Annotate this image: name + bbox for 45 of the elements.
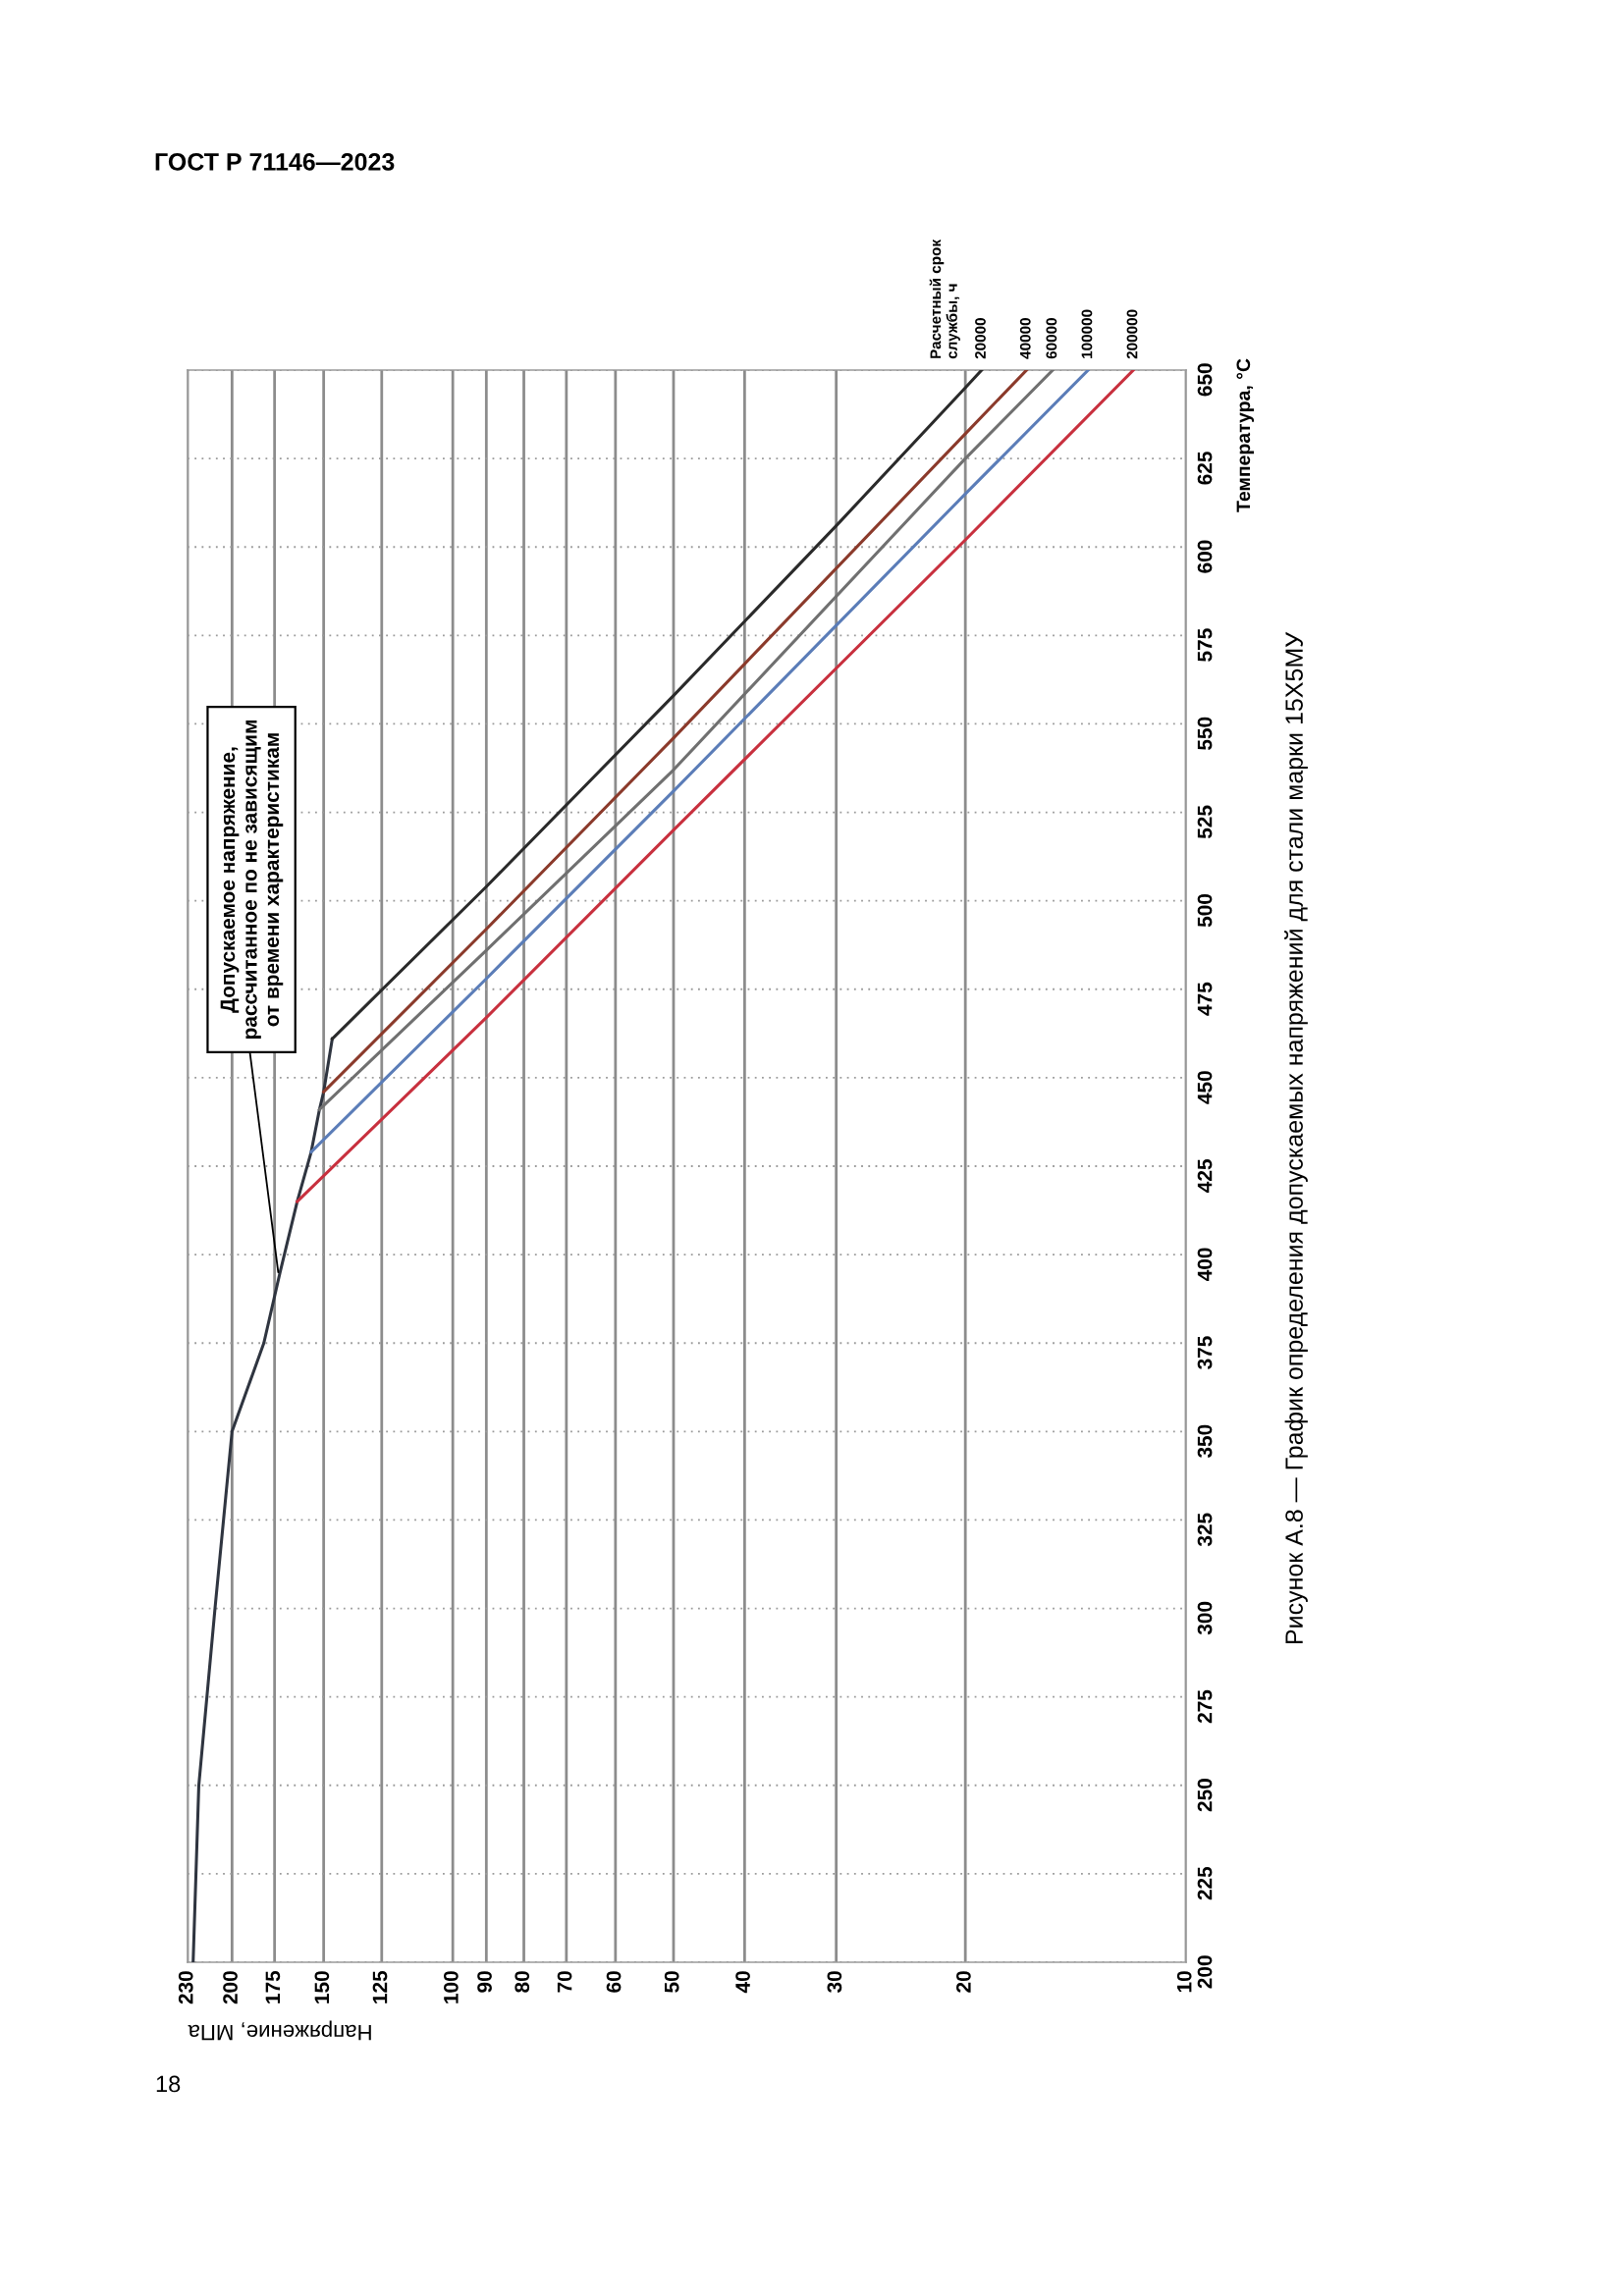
text: 60000 xyxy=(1046,318,1057,359)
y-tick-label: 600 xyxy=(1197,540,1213,573)
x-tick-label: 150 xyxy=(314,1971,330,2003)
x-tick-label: 10 xyxy=(1176,1971,1192,1993)
text: ГОСТ Р 71146—2023 xyxy=(155,153,395,171)
x-tick-label: 60 xyxy=(606,1971,622,1993)
y-tick-label: 500 xyxy=(1197,893,1213,928)
text: Рисунок А.8 — График определения допускаемых напряжений для стали марки 15Х5МУ xyxy=(1284,631,1308,1643)
y-tick-label: 450 xyxy=(1197,1071,1213,1104)
y-tick-label: 350 xyxy=(1197,1424,1213,1459)
x-tick-label: 20 xyxy=(956,1971,971,1993)
x-tick-label: 50 xyxy=(664,1971,679,1993)
y-tick-label: 275 xyxy=(1197,1689,1213,1724)
annotation: Допускаемое напряжение, рассчитанное по не зависящим от времени характеристикам xyxy=(220,721,284,1040)
y-tick-label: 250 xyxy=(1197,1779,1213,1812)
y-tick-label: 225 xyxy=(1197,1866,1213,1900)
y-tick-label: 325 xyxy=(1197,1513,1213,1547)
y-tick-label: 550 xyxy=(1197,717,1213,751)
text: 20000 xyxy=(975,318,986,359)
x-tick-label: 90 xyxy=(477,1971,492,1993)
x-tick-label: 230 xyxy=(178,1971,193,2004)
y-tick-label: 300 xyxy=(1197,1601,1213,1635)
y-axis-title: Температура, °C xyxy=(1236,358,1255,512)
text: 200000 xyxy=(1126,309,1138,359)
y-tick-label: 375 xyxy=(1197,1336,1213,1369)
x-tick-label: 200 xyxy=(223,1971,238,2004)
x-tick-label: 175 xyxy=(265,1970,281,2003)
y-tick-label: 475 xyxy=(1197,982,1213,1016)
text: 40000 xyxy=(1019,318,1031,359)
y-tick-label: 625 xyxy=(1197,452,1213,485)
x-tick-label: 100 xyxy=(443,1971,459,2003)
y-tick-label: 575 xyxy=(1197,628,1213,662)
x-tick-label: 80 xyxy=(514,1971,530,1993)
y-tick-label: 650 xyxy=(1197,363,1213,397)
x-tick-label: 70 xyxy=(557,1971,572,1993)
legend-title: Расчетный срок службы, ч xyxy=(929,239,960,359)
y-tick-label: 400 xyxy=(1197,1248,1213,1281)
y-tick-label: 425 xyxy=(1197,1159,1213,1193)
x-tick-label: 30 xyxy=(827,1971,842,1994)
x-tick-label: 40 xyxy=(735,1971,750,1994)
text: 100000 xyxy=(1081,309,1093,358)
x-tick-label: 125 xyxy=(372,1970,388,2003)
y-tick-label: 525 xyxy=(1197,805,1213,839)
text: 18 xyxy=(156,2075,181,2093)
x-axis-title: Напряжение, МПа xyxy=(188,2020,371,2041)
